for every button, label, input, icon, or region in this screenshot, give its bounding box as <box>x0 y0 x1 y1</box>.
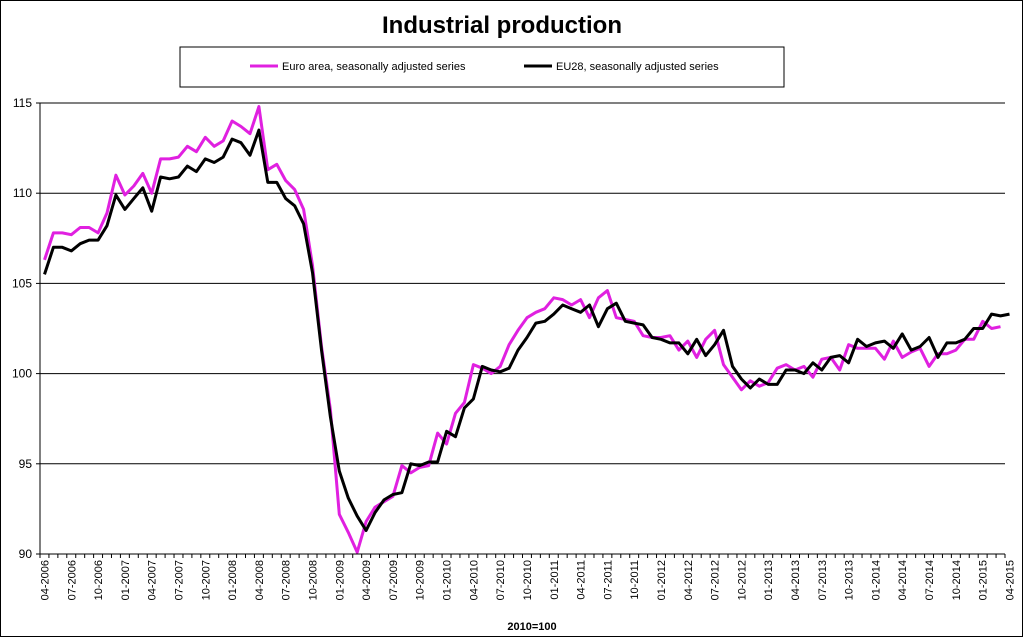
x-tick-label: 10-2007 <box>200 560 212 600</box>
x-tick-label: 04-2015 <box>1004 560 1016 600</box>
x-tick-label: 01-2009 <box>334 560 346 600</box>
chart-title: Industrial production <box>382 12 622 39</box>
x-tick-label: 01-2014 <box>870 560 882 600</box>
y-tick-label: 90 <box>19 547 33 561</box>
x-tick-label: 07-2013 <box>817 560 829 600</box>
x-tick-label: 01-2011 <box>549 560 561 600</box>
x-axis-label: 2010=100 <box>507 621 556 633</box>
x-tick-label: 07-2010 <box>495 560 507 600</box>
x-tick-label: 07-2011 <box>602 560 614 600</box>
series-lines <box>43 105 1010 554</box>
x-tick-label: 01-2015 <box>978 560 990 600</box>
x-tick-label: 10-2011 <box>629 560 641 600</box>
x-tick-label: 04-2012 <box>683 560 695 600</box>
x-tick-label: 07-2014 <box>924 560 936 600</box>
x-tick-label: 07-2012 <box>710 560 722 600</box>
legend-label-eu28: EU28, seasonally adjusted series <box>556 61 719 73</box>
y-tick-label: 105 <box>12 276 32 290</box>
x-tick-label: 04-2011 <box>576 560 588 600</box>
series-line-eu28 <box>43 128 1010 532</box>
x-tick-label: 07-2009 <box>388 560 400 600</box>
x-tick-label: 04-2006 <box>39 560 51 600</box>
legend-label-euro-area: Euro area, seasonally adjusted series <box>282 61 466 73</box>
x-tick-label: 04-2009 <box>361 560 373 600</box>
x-tick-label: 10-2010 <box>522 560 534 600</box>
x-tick-label: 04-2013 <box>790 560 802 600</box>
y-tick-label: 110 <box>13 186 32 200</box>
x-tick-label: 10-2012 <box>736 560 748 600</box>
x-tick-label: 10-2006 <box>93 560 105 600</box>
x-tick-label: 07-2006 <box>66 560 78 600</box>
x-tick-label: 01-2007 <box>120 560 132 600</box>
x-tick-label: 04-2008 <box>254 560 266 600</box>
x-tick-label: 10-2008 <box>308 560 320 600</box>
x-tick-label: 01-2012 <box>656 560 668 600</box>
x-tick-label: 01-2008 <box>227 560 239 600</box>
x-tick-label: 04-2010 <box>468 560 480 600</box>
x-axis-ticks: 04-2006 07-2006 10-2006 01-2007 04-2007 07-20… <box>39 554 1016 600</box>
x-tick-label: 07-2008 <box>281 560 293 600</box>
x-tick-label: 10-2014 <box>951 560 963 600</box>
y-tick-label: 115 <box>13 96 32 110</box>
y-tick-label: 95 <box>19 457 33 471</box>
x-tick-label: 10-2013 <box>844 560 856 600</box>
x-tick-label: 04-2007 <box>147 560 159 600</box>
legend-box <box>179 46 785 88</box>
x-tick-label: 04-2014 <box>897 560 909 600</box>
x-tick-label: 07-2007 <box>173 560 185 600</box>
legend: Euro area, seasonally adjusted series EU… <box>179 46 785 88</box>
x-tick-label: 10-2009 <box>415 560 427 600</box>
x-tick-label: 01-2010 <box>442 560 454 600</box>
series-line-euro-area <box>43 105 1001 554</box>
grid-lines <box>40 102 1005 465</box>
y-axis-ticks: 90 95 100 105 110 115 <box>12 96 40 561</box>
y-tick-label: 100 <box>12 367 32 381</box>
x-tick-label: 01-2013 <box>763 560 775 600</box>
